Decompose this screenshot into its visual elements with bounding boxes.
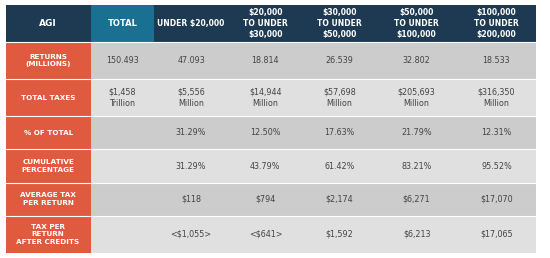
Text: $1,592: $1,592 [326, 230, 354, 239]
Text: 150.493: 150.493 [106, 56, 139, 65]
Text: 21.79%: 21.79% [402, 128, 432, 137]
Bar [377, 183, 456, 216]
Bar [228, 42, 302, 79]
Bar [456, 42, 536, 79]
Bar [91, 149, 154, 183]
Bar [6, 149, 91, 183]
Text: 95.52%: 95.52% [481, 162, 512, 171]
Text: $6,271: $6,271 [403, 195, 431, 204]
Text: 31.29%: 31.29% [176, 128, 206, 137]
Text: $5,556
Million: $5,556 Million [177, 88, 205, 108]
Text: $794: $794 [255, 195, 276, 204]
Bar [154, 149, 228, 183]
Text: 83.21%: 83.21% [402, 162, 432, 171]
Text: $50,000
TO UNDER
$100,000: $50,000 TO UNDER $100,000 [394, 8, 439, 39]
Text: 61.42%: 61.42% [324, 162, 355, 171]
Bar [302, 79, 377, 116]
Bar [377, 42, 456, 79]
Text: 26.539: 26.539 [326, 56, 354, 65]
Bar [377, 5, 456, 42]
Bar [91, 216, 154, 253]
Bar [228, 116, 302, 149]
Bar [6, 216, 91, 253]
Bar [154, 5, 228, 42]
Bar [154, 216, 228, 253]
Bar [302, 42, 377, 79]
Text: UNDER $20,000: UNDER $20,000 [157, 19, 225, 28]
Text: TAX PER
RETURN
AFTER CREDITS: TAX PER RETURN AFTER CREDITS [16, 224, 80, 245]
Bar [228, 79, 302, 116]
Text: 47.093: 47.093 [177, 56, 205, 65]
Text: <$641>: <$641> [249, 230, 282, 239]
Bar [91, 183, 154, 216]
Bar [302, 149, 377, 183]
Bar [456, 183, 536, 216]
Bar [456, 116, 536, 149]
Bar [456, 149, 536, 183]
Text: $1,458
Trillion: $1,458 Trillion [109, 88, 136, 108]
Bar [154, 79, 228, 116]
Text: $6,213: $6,213 [403, 230, 431, 239]
Bar [154, 42, 228, 79]
Bar [228, 183, 302, 216]
Text: $205,693
Million: $205,693 Million [398, 88, 436, 108]
Bar [91, 5, 154, 42]
Text: 18.814: 18.814 [252, 56, 279, 65]
Bar [302, 216, 377, 253]
Text: TOTAL TAXES: TOTAL TAXES [21, 95, 75, 101]
Text: $316,350
Million: $316,350 Million [477, 88, 515, 108]
Text: $57,698
Million: $57,698 Million [323, 88, 356, 108]
Bar [456, 79, 536, 116]
Text: TOTAL: TOTAL [107, 19, 138, 28]
Bar [228, 5, 302, 42]
Text: 17.63%: 17.63% [324, 128, 355, 137]
Text: RETURNS
(MILLIONS): RETURNS (MILLIONS) [25, 54, 71, 67]
Text: $100,000
TO UNDER
$200,000: $100,000 TO UNDER $200,000 [474, 8, 519, 39]
Text: % OF TOTAL: % OF TOTAL [24, 130, 73, 136]
Bar [6, 42, 91, 79]
Text: 18.533: 18.533 [482, 56, 510, 65]
Bar [302, 5, 377, 42]
Text: $17,070: $17,070 [480, 195, 513, 204]
Text: 43.79%: 43.79% [250, 162, 280, 171]
Bar [6, 183, 91, 216]
Bar [6, 116, 91, 149]
Text: $30,000
TO UNDER
$50,000: $30,000 TO UNDER $50,000 [317, 8, 362, 39]
Bar [91, 79, 154, 116]
Text: $2,174: $2,174 [326, 195, 354, 204]
Bar [456, 216, 536, 253]
Bar [377, 216, 456, 253]
Bar [154, 116, 228, 149]
Bar [377, 79, 456, 116]
Text: $20,000
TO UNDER
$30,000: $20,000 TO UNDER $30,000 [243, 8, 288, 39]
Bar [154, 183, 228, 216]
Text: AGI: AGI [39, 19, 57, 28]
Bar [456, 5, 536, 42]
Bar [302, 183, 377, 216]
Text: $14,944
Million: $14,944 Million [249, 88, 282, 108]
Bar [91, 42, 154, 79]
Text: 12.50%: 12.50% [250, 128, 280, 137]
Bar [91, 116, 154, 149]
Text: 12.31%: 12.31% [481, 128, 512, 137]
Text: CUMULATIVE
PERCENTAGE: CUMULATIVE PERCENTAGE [21, 159, 75, 173]
Bar [228, 216, 302, 253]
Text: 31.29%: 31.29% [176, 162, 206, 171]
Bar [6, 5, 91, 42]
Bar [6, 79, 91, 116]
Text: 32.802: 32.802 [403, 56, 431, 65]
Text: $118: $118 [181, 195, 201, 204]
Text: $17,065: $17,065 [480, 230, 513, 239]
Bar [377, 149, 456, 183]
Text: <$1,055>: <$1,055> [170, 230, 212, 239]
Bar [302, 116, 377, 149]
Bar [228, 149, 302, 183]
Text: AVERAGE TAX
PER RETURN: AVERAGE TAX PER RETURN [20, 192, 76, 206]
Bar [377, 116, 456, 149]
